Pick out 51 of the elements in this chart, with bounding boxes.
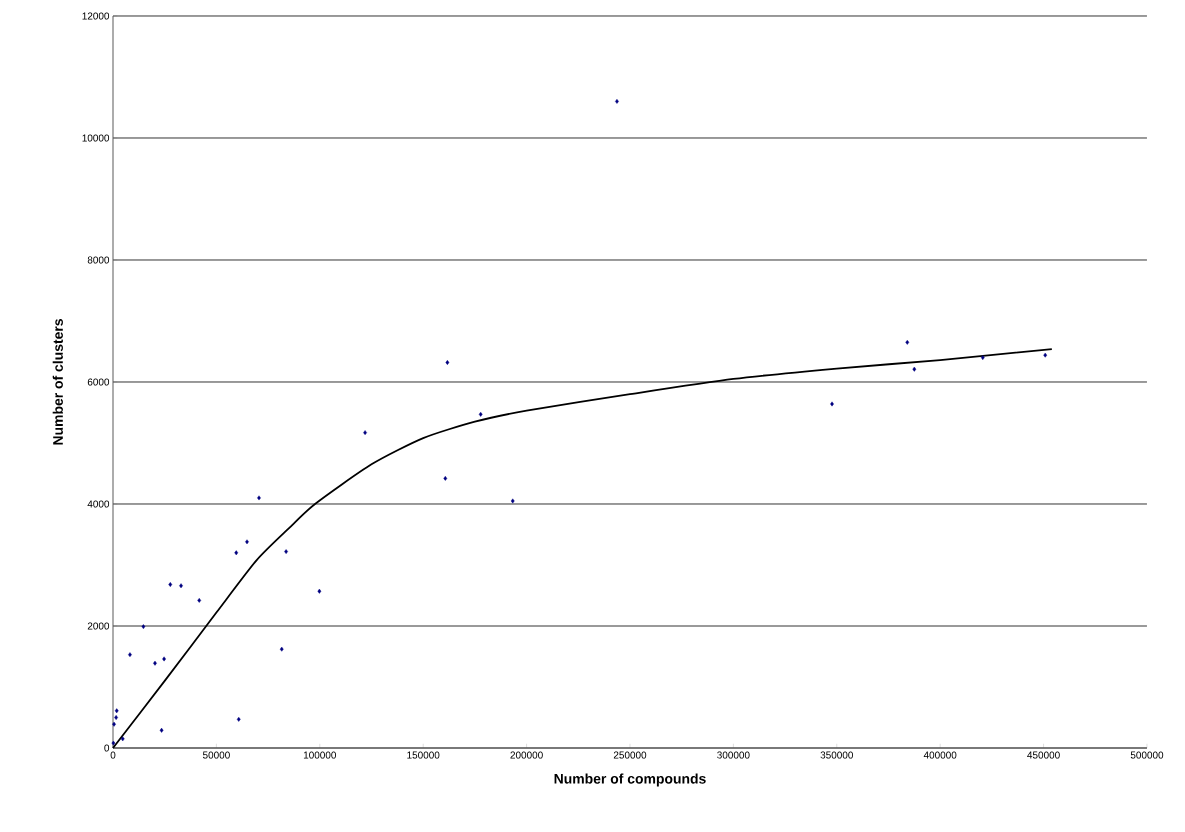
x-tick-label: 200000 xyxy=(510,751,543,759)
point xyxy=(279,646,284,652)
point xyxy=(168,582,173,587)
point xyxy=(162,656,166,662)
y-tick-label: 10000 xyxy=(82,134,110,142)
y-tick-label: 4000 xyxy=(87,500,110,508)
y-tick-label: 8000 xyxy=(87,256,110,264)
point xyxy=(245,539,249,545)
point xyxy=(159,727,164,733)
point xyxy=(284,549,288,554)
point xyxy=(905,339,910,345)
point xyxy=(112,721,116,727)
x-tick-label: 400000 xyxy=(923,751,957,759)
y-tick-label: 6000 xyxy=(87,378,110,386)
point xyxy=(980,355,985,360)
x-tick-label: 500000 xyxy=(1130,751,1164,759)
x-tick-label: 100000 xyxy=(303,751,337,759)
point xyxy=(111,740,116,746)
x-axis-title: Number of compounds xyxy=(554,773,706,787)
y-tick-label: 0 xyxy=(104,744,110,752)
point xyxy=(443,475,448,481)
x-tick-label: 250000 xyxy=(613,751,647,759)
x-tick-label: 50000 xyxy=(202,751,230,759)
x-tick-label: 350000 xyxy=(820,751,853,759)
point xyxy=(153,660,157,666)
point xyxy=(128,652,132,658)
point xyxy=(236,716,241,722)
point xyxy=(120,736,125,742)
point xyxy=(197,597,202,603)
point xyxy=(234,550,239,556)
x-tick-label: 450000 xyxy=(1027,751,1060,759)
x-tick-label: 0 xyxy=(110,751,116,759)
point xyxy=(1043,352,1048,358)
point xyxy=(141,624,146,629)
point xyxy=(114,715,118,720)
point xyxy=(445,360,450,365)
y-tick-label: 2000 xyxy=(87,622,110,630)
point xyxy=(179,583,183,589)
x-tick-label: 300000 xyxy=(717,751,750,759)
point xyxy=(363,430,367,436)
point xyxy=(615,99,619,104)
point xyxy=(510,498,515,504)
point xyxy=(114,708,119,714)
point xyxy=(830,401,834,407)
y-tick-label: 12000 xyxy=(82,12,110,20)
point xyxy=(257,495,261,501)
point xyxy=(317,588,322,594)
point xyxy=(912,366,917,372)
y-axis-title: Number of clusters xyxy=(52,319,63,445)
point xyxy=(478,411,483,417)
x-tick-label: 150000 xyxy=(407,751,440,759)
